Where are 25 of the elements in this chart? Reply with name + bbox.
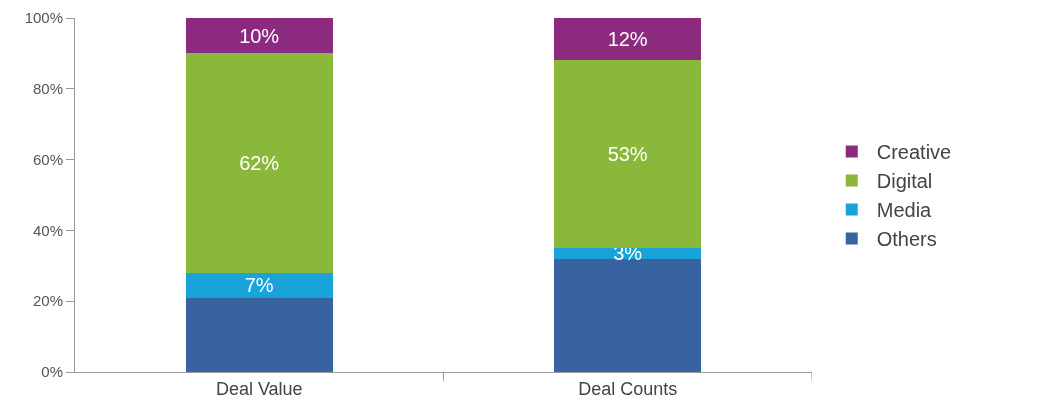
bar: [554, 18, 702, 61]
y-tick-label: 60%: [32, 150, 63, 168]
bar: [185, 53, 333, 273]
bar: [554, 60, 702, 249]
data-label: 62%: [239, 152, 280, 175]
legend-label: Media: [876, 199, 933, 222]
y-tick-label: 20%: [32, 292, 63, 310]
data-label: 12%: [607, 28, 648, 51]
y-tick-label: 80%: [32, 80, 63, 98]
legend-label: Creative: [876, 141, 952, 164]
bar: [185, 297, 333, 372]
y-tick-label: 40%: [32, 221, 63, 239]
data-label: 10%: [239, 24, 280, 47]
x-tick-label: Deal Counts: [578, 378, 678, 399]
data-label: 53%: [607, 143, 648, 166]
y-tick-label: 100%: [24, 9, 63, 27]
x-tick-label: Deal Value: [215, 378, 303, 399]
bar: [554, 258, 702, 372]
legend-label: Others: [876, 228, 937, 251]
bar: [185, 18, 333, 54]
y-tick-label: 0%: [41, 363, 63, 381]
data-label: 7%: [244, 274, 274, 297]
bar: [554, 248, 702, 259]
legend-label: Digital: [876, 170, 933, 193]
bar: [185, 272, 333, 298]
